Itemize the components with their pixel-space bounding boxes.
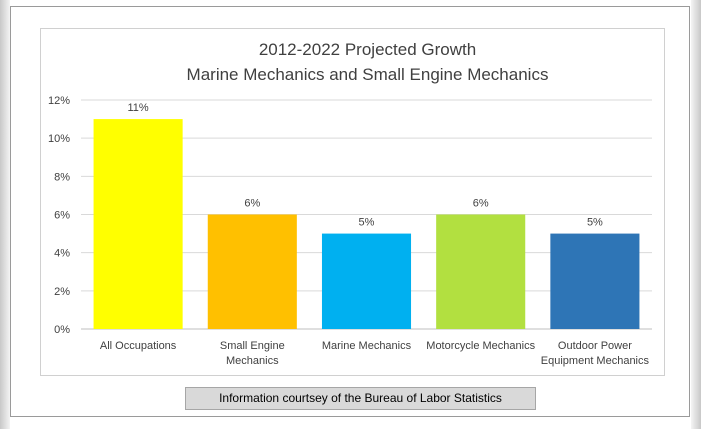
y-tick-label: 0% [54,324,70,336]
bar [321,233,412,329]
x-tick-label: Mechanics [226,355,279,367]
y-tick-label: 4% [54,248,70,260]
y-tick-label: 6% [54,210,70,222]
bar [207,214,297,329]
source-caption: Information courtsey of the Bureau of La… [185,387,536,410]
x-tick-label: Marine Mechanics [322,340,412,352]
data-label: 6% [244,198,260,210]
data-label: 6% [473,198,489,210]
right-shade [691,0,701,429]
data-label: 5% [587,217,603,229]
x-tick-label: Small Engine [220,340,285,352]
y-tick-label: 12% [48,95,70,107]
bar [550,233,640,329]
y-tick-label: 10% [48,133,70,145]
data-label: 5% [359,217,375,229]
chart-title-line: 2012-2022 Projected Growth [259,40,476,59]
x-tick-label: Motorcycle Mechanics [426,340,535,352]
left-shade [0,0,10,429]
bar-chart: 2012-2022 Projected Growth Marine Mechani… [48,40,652,367]
y-tick-label: 8% [54,171,70,183]
chart-title-line: Marine Mechanics and Small Engine Mechan… [187,65,549,84]
chart-area: 2012-2022 Projected Growth Marine Mechani… [40,28,665,376]
bar [93,119,183,329]
x-tick-label: Equipment Mechanics [541,355,650,367]
y-tick-label: 2% [54,286,70,298]
x-tick-label: Outdoor Power [558,340,632,352]
data-label: 11% [127,102,148,114]
x-tick-label: All Occupations [100,340,177,352]
bar [436,214,526,329]
